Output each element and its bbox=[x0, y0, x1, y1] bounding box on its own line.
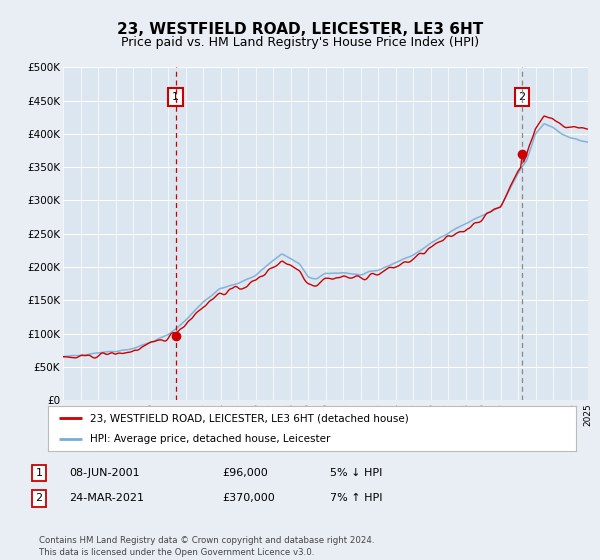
Text: Price paid vs. HM Land Registry's House Price Index (HPI): Price paid vs. HM Land Registry's House … bbox=[121, 36, 479, 49]
Text: 23, WESTFIELD ROAD, LEICESTER, LE3 6HT: 23, WESTFIELD ROAD, LEICESTER, LE3 6HT bbox=[117, 22, 483, 38]
Text: 08-JUN-2001: 08-JUN-2001 bbox=[69, 468, 140, 478]
Text: £370,000: £370,000 bbox=[222, 493, 275, 503]
Text: 24-MAR-2021: 24-MAR-2021 bbox=[69, 493, 144, 503]
Text: Contains HM Land Registry data © Crown copyright and database right 2024.
This d: Contains HM Land Registry data © Crown c… bbox=[39, 536, 374, 557]
Text: 7% ↑ HPI: 7% ↑ HPI bbox=[330, 493, 383, 503]
Text: 23, WESTFIELD ROAD, LEICESTER, LE3 6HT (detached house): 23, WESTFIELD ROAD, LEICESTER, LE3 6HT (… bbox=[90, 413, 409, 423]
Text: 2: 2 bbox=[518, 92, 526, 102]
Text: 5% ↓ HPI: 5% ↓ HPI bbox=[330, 468, 382, 478]
Text: 1: 1 bbox=[172, 92, 179, 102]
Text: HPI: Average price, detached house, Leicester: HPI: Average price, detached house, Leic… bbox=[90, 433, 331, 444]
Text: 1: 1 bbox=[35, 468, 43, 478]
Text: £96,000: £96,000 bbox=[222, 468, 268, 478]
Text: 2: 2 bbox=[35, 493, 43, 503]
